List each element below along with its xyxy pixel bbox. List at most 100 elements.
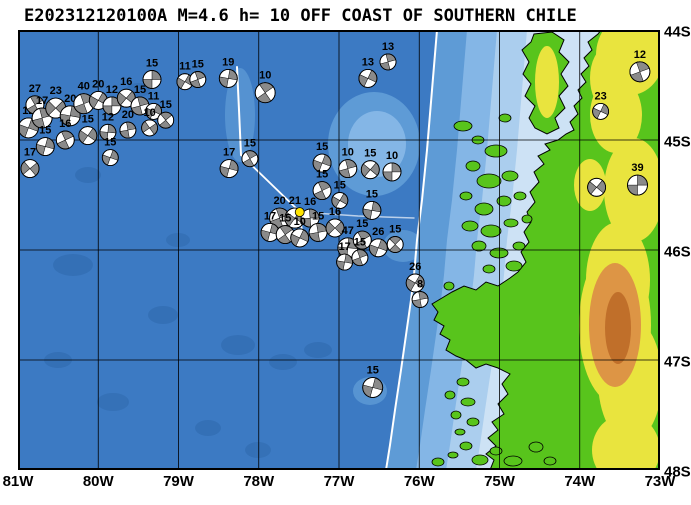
lon-tick-label: 79W xyxy=(163,473,194,490)
focal-mechanism: 15 xyxy=(78,114,98,146)
focal-mechanism: 15 xyxy=(189,59,207,88)
plot-title: E202312120100A M=4.6 h= 10 OFF COAST OF … xyxy=(24,6,577,26)
depth-label: 15 xyxy=(389,224,401,236)
depth-label: 17 xyxy=(338,241,350,253)
focal-mechanism: 16 xyxy=(325,206,345,238)
focal-mechanism: 10 xyxy=(382,150,402,182)
depth-label: 12 xyxy=(102,111,114,123)
lon-tick-label: 78W xyxy=(243,473,275,490)
focal-mechanism: 15 xyxy=(241,138,259,168)
depth-label: 15 xyxy=(279,213,291,225)
depth-label: 17 xyxy=(36,95,48,107)
focal-mechanism: 12 xyxy=(99,111,117,141)
focal-mechanism: 15 xyxy=(312,141,332,173)
depth-label: 8 xyxy=(417,279,423,291)
depth-label: 17 xyxy=(223,147,235,159)
focal-mechanism: 15 xyxy=(101,137,119,167)
focal-mechanism: 23 xyxy=(592,90,610,120)
focal-mechanism: 15 xyxy=(360,148,380,180)
lat-tick-label: 47S xyxy=(664,353,691,371)
depth-label: 20 xyxy=(64,93,76,105)
depth-label: 15 xyxy=(367,365,379,377)
lon-tick-label: 77W xyxy=(323,473,355,490)
depth-label: 15 xyxy=(39,125,51,137)
peak-elevation xyxy=(605,292,631,364)
depth-label: 15 xyxy=(312,210,324,222)
focal-mechanism: 10 xyxy=(254,70,276,104)
fracture-zone xyxy=(299,211,415,219)
depth-label: 15 xyxy=(104,137,116,149)
depth-label: 15 xyxy=(316,141,328,153)
focal-mechanism: 11 xyxy=(145,90,163,120)
focal-mechanism: 26 xyxy=(405,261,425,293)
depth-label: 40 xyxy=(78,81,90,93)
depth-label: 10 xyxy=(294,216,306,228)
depth-label: 11 xyxy=(179,61,191,73)
depth-label: 10 xyxy=(259,70,271,82)
depth-label: 16 xyxy=(59,118,71,130)
focal-mechanism: 11 xyxy=(176,61,194,91)
depth-label: 15 xyxy=(334,180,346,192)
focal-mechanism: 15 xyxy=(157,99,175,129)
depth-label: 15 xyxy=(146,58,158,70)
depth-label: 16 xyxy=(304,196,316,208)
depth-label: 20 xyxy=(273,195,285,207)
epicenter-marker xyxy=(294,207,305,218)
focal-mechanism: 17 xyxy=(219,147,239,179)
island-elevation xyxy=(535,46,559,118)
lon-tick-label: 76W xyxy=(403,473,435,490)
focal-mechanism: 20 xyxy=(119,109,137,139)
seafloor-texture xyxy=(44,83,332,458)
map-canvas: 1227172320402012161511151015161512201715… xyxy=(18,30,660,470)
depth-label: 21 xyxy=(289,195,301,207)
focal-mechanism: 15 xyxy=(386,224,404,253)
focal-mechanism: 39 xyxy=(627,162,648,196)
focal-mechanism xyxy=(587,177,607,197)
focal-mechanism: 26 xyxy=(368,226,388,258)
depth-label: 12 xyxy=(106,84,118,96)
focal-mechanism: 13 xyxy=(358,56,378,88)
focal-mechanism: 20 xyxy=(59,93,81,127)
focal-mechanism: 8 xyxy=(411,279,429,308)
depth-label: 47 xyxy=(342,225,354,237)
depth-label: 15 xyxy=(244,138,256,150)
depth-label: 20 xyxy=(92,78,104,90)
focal-mechanism: 15 xyxy=(130,84,150,116)
focal-mechanism: 16 xyxy=(55,118,75,150)
depth-label: 20 xyxy=(122,109,134,121)
depth-label: 27 xyxy=(29,83,41,95)
lon-tick-label: 81W xyxy=(2,473,34,490)
focal-mechanism: 10 xyxy=(141,107,159,137)
depth-label: 15 xyxy=(366,188,378,200)
depth-label: 15 xyxy=(192,59,204,71)
focal-mechanism: 15 xyxy=(275,213,295,245)
lat-tick-label: 48S xyxy=(664,463,691,481)
depth-label: 15 xyxy=(356,218,368,230)
depth-label: 15 xyxy=(160,99,172,111)
lon-tick-label: 73W xyxy=(644,473,676,490)
focal-mechanism: 15 xyxy=(362,365,384,398)
depth-label: 10 xyxy=(386,150,398,162)
depth-label: 23 xyxy=(50,85,62,97)
depth-label: 17 xyxy=(264,210,276,222)
lat-tick-label: 44S xyxy=(664,23,691,41)
depth-label: 10 xyxy=(143,107,155,119)
lat-tick-label: 45S xyxy=(664,133,691,151)
focal-mechanism: 17 xyxy=(336,241,354,271)
focal-mechanism: 15 xyxy=(351,237,369,267)
focal-mechanism: 13 xyxy=(379,41,397,71)
epicenter-layer xyxy=(294,207,305,218)
focal-mechanism: 15 xyxy=(362,188,382,220)
archipelago xyxy=(431,113,557,467)
depth-label: 15 xyxy=(82,114,94,126)
focal-mechanism: 10 xyxy=(290,216,310,248)
depth-label: 19 xyxy=(222,56,234,68)
focal-mechanism: 15 xyxy=(331,180,349,209)
map-area: 1227172320402012161511151015161512201715… xyxy=(18,30,660,470)
focal-mechanism: 15 xyxy=(312,169,332,201)
depth-label: 15 xyxy=(354,237,366,249)
depth-label: 11 xyxy=(148,90,160,102)
depth-label: 16 xyxy=(329,206,341,218)
focal-mechanism: 15 xyxy=(308,210,328,242)
focal-mechanism: 15 xyxy=(352,218,372,250)
